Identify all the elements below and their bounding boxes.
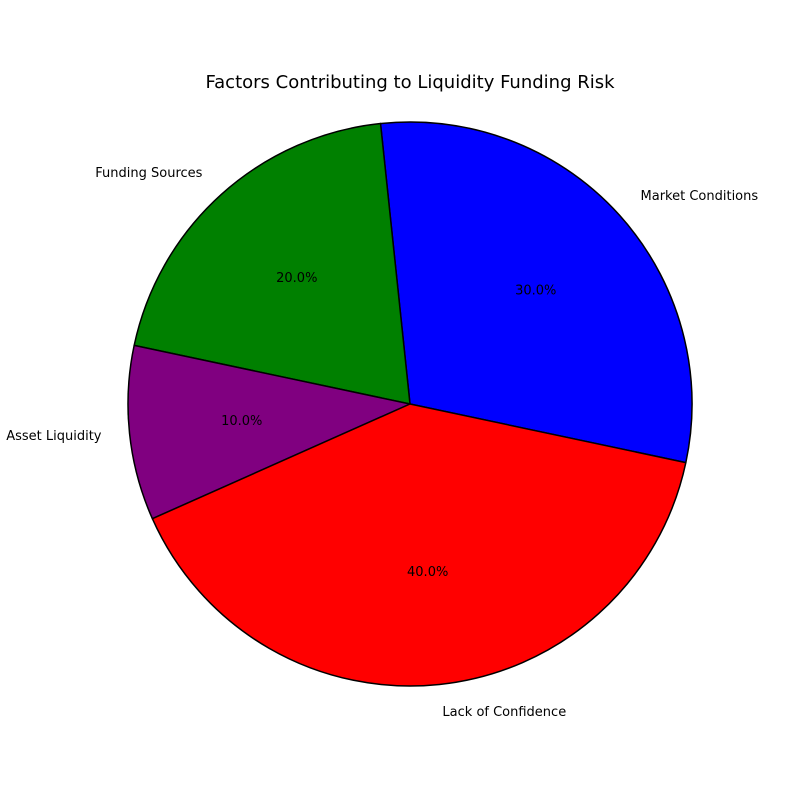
percent-label: 10.0% — [221, 414, 262, 429]
pie-slice-funding-sources — [133, 122, 411, 405]
percent-label: 30.0% — [515, 283, 556, 298]
pie-slices — [127, 121, 693, 687]
slice-label: Market Conditions — [641, 189, 759, 204]
percent-labels: 30.0% 20.0% 10.0% 40.0% — [221, 271, 556, 580]
slice-label: Asset Liquidity — [6, 429, 102, 444]
percent-label: 20.0% — [276, 271, 317, 286]
pie-slice-lack-of-confidence — [151, 403, 687, 687]
slice-labels: Market Conditions Funding Sources Asset Li… — [6, 166, 758, 720]
pie-slice-asset-liquidity — [127, 344, 411, 520]
chart-title: Factors Contributing to Liquidity Fundin… — [205, 72, 615, 93]
percent-label: 40.0% — [407, 565, 448, 580]
pie-slice-market-conditions — [379, 121, 693, 464]
slice-label: Funding Sources — [95, 166, 202, 181]
slice-label: Lack of Confidence — [442, 705, 566, 720]
